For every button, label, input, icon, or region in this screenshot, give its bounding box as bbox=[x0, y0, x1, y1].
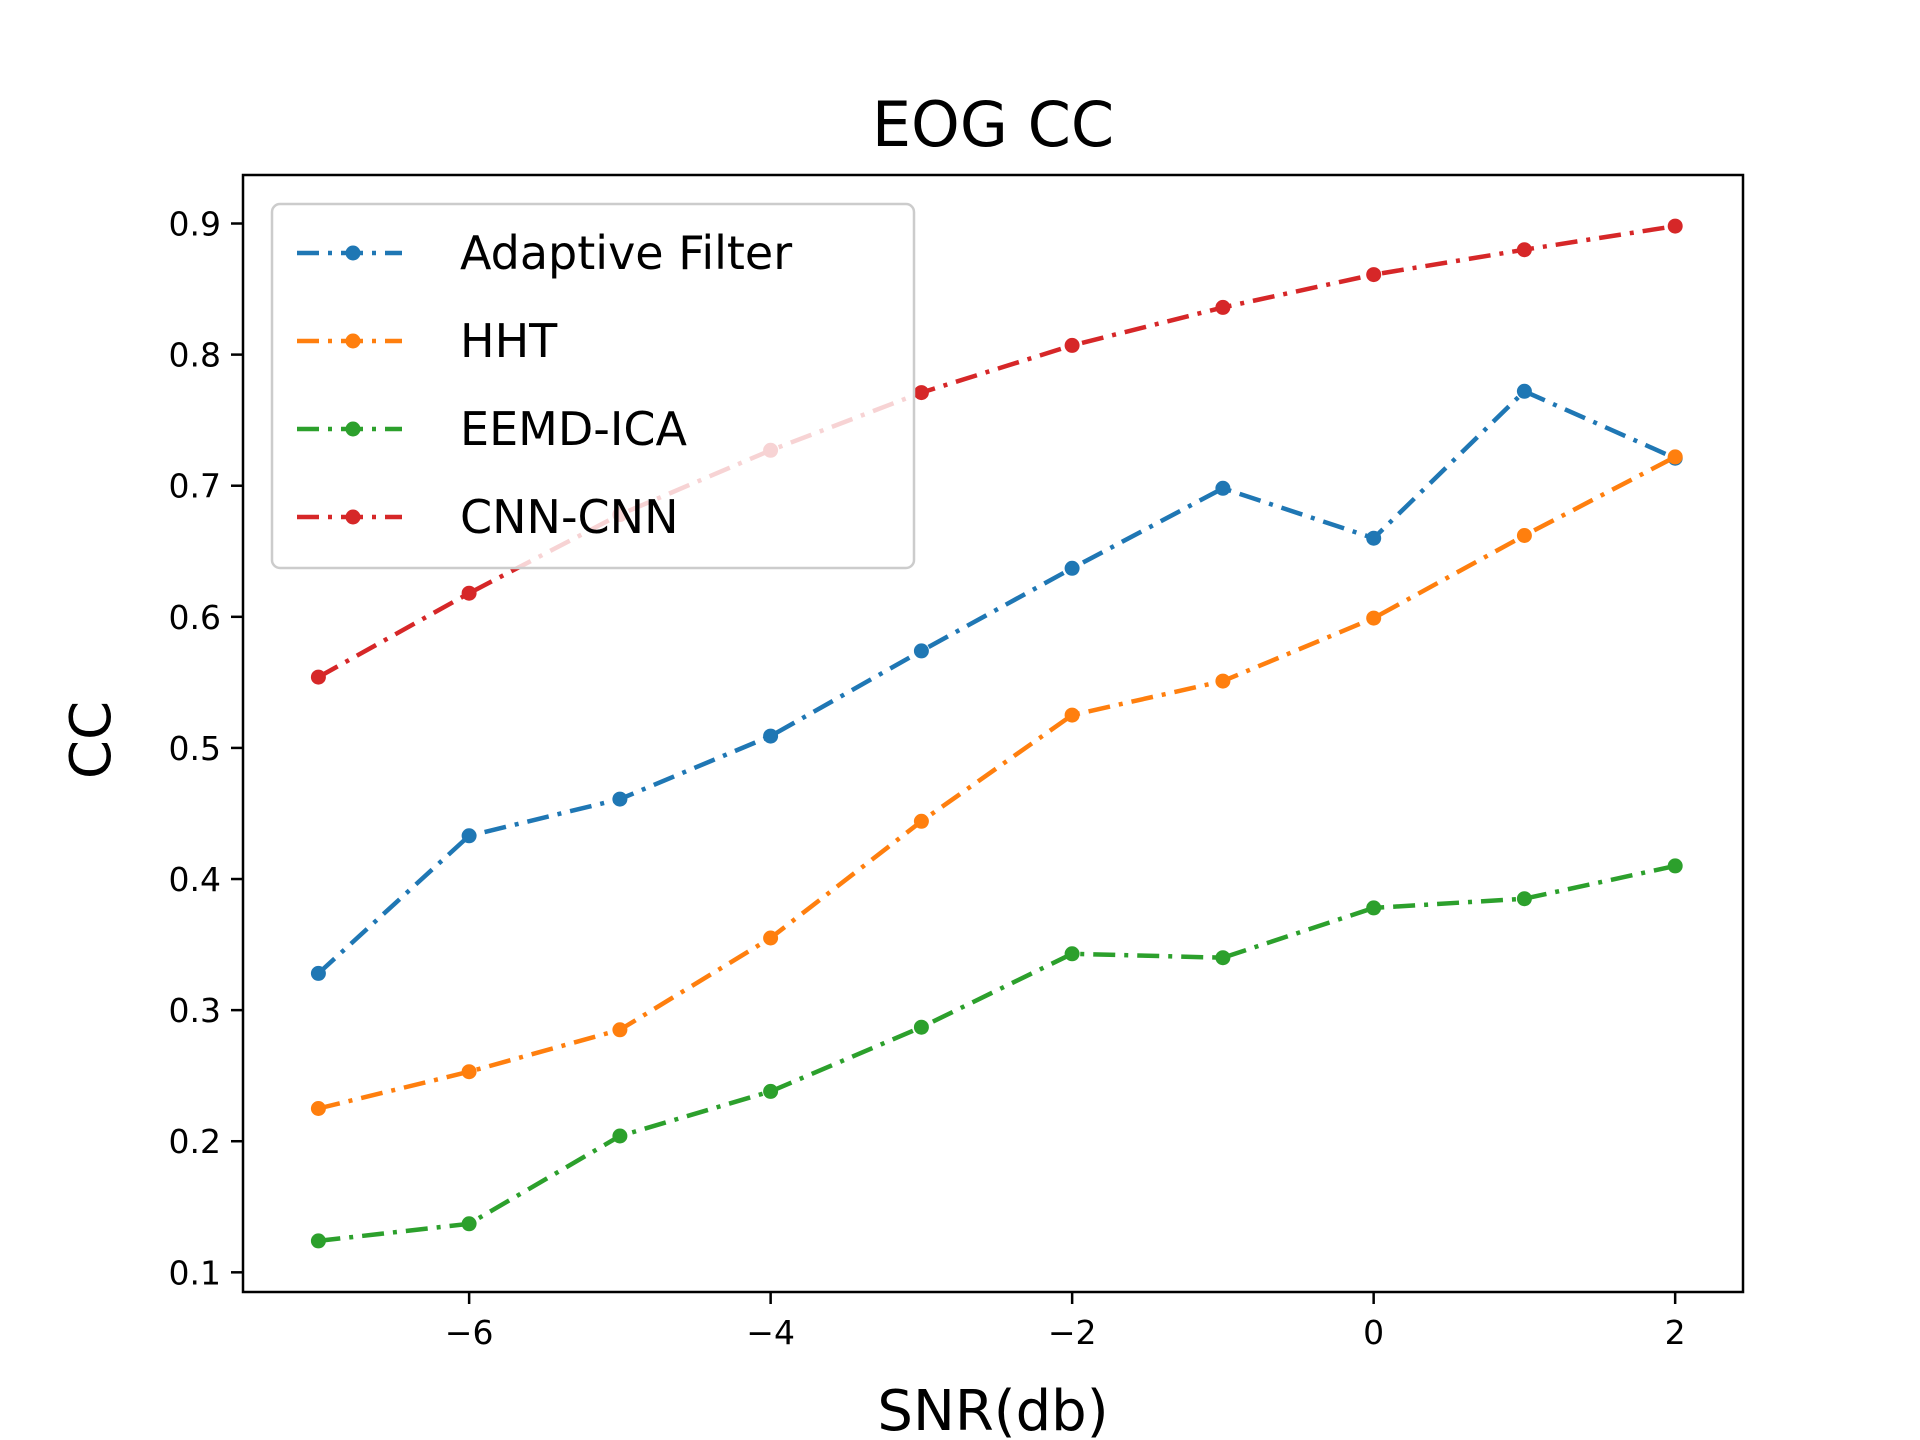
y-tick-label: 0.4 bbox=[169, 860, 221, 899]
x-axis-label: SNR(db) bbox=[877, 1379, 1108, 1440]
data-point-3-4 bbox=[913, 385, 929, 401]
legend-label-2: EEMD-ICA bbox=[460, 402, 688, 456]
x-tick-label: −6 bbox=[445, 1313, 494, 1352]
chart-title: EOG CC bbox=[872, 88, 1114, 161]
y-tick-label: 0.8 bbox=[169, 336, 221, 375]
data-point-0-7 bbox=[1366, 530, 1382, 546]
y-tick-label: 0.9 bbox=[169, 205, 221, 244]
y-tick-label: 0.2 bbox=[169, 1122, 221, 1161]
series-line-2 bbox=[318, 863, 1676, 1244]
x-tick-label: 2 bbox=[1665, 1313, 1686, 1352]
data-point-0-6 bbox=[1215, 480, 1231, 496]
series-line-0 bbox=[316, 388, 1677, 976]
data-point-1-4 bbox=[913, 813, 929, 829]
ticks-layer: −6 −4 −2 0 2 0.1 0.2 0.3 0.4 0.5 0.6 0.7 0.8 0.9 bbox=[169, 205, 1686, 1352]
x-tick-label: −2 bbox=[1048, 1313, 1097, 1352]
x-tick-label: −4 bbox=[746, 1313, 795, 1352]
data-point-0-2 bbox=[612, 791, 628, 807]
data-point-1-5 bbox=[1064, 707, 1080, 723]
data-point-0-1 bbox=[461, 828, 477, 844]
x-tick-label: 0 bbox=[1363, 1313, 1384, 1352]
data-point-3-8 bbox=[1516, 242, 1532, 258]
y-axis-label: CC bbox=[59, 701, 124, 779]
data-point-1-7 bbox=[1366, 610, 1382, 626]
legend-marker-2 bbox=[345, 421, 361, 437]
data-point-3-9 bbox=[1667, 218, 1683, 234]
y-tick-label: 0.7 bbox=[169, 467, 221, 506]
data-point-1-8 bbox=[1516, 528, 1532, 543]
data-point-1-2 bbox=[612, 1022, 628, 1038]
legend-box bbox=[270, 202, 916, 570]
data-point-0-4 bbox=[913, 643, 929, 659]
legend-marker-1 bbox=[345, 333, 361, 349]
plot-frame bbox=[241, 173, 1745, 1294]
data-point-1-0 bbox=[310, 1101, 326, 1116]
data-point-2-5 bbox=[1064, 946, 1080, 962]
data-point-1-6 bbox=[1215, 673, 1231, 689]
data-point-0-3 bbox=[763, 728, 779, 744]
legend-label-1: HHT bbox=[460, 314, 558, 368]
data-point-2-1 bbox=[461, 1216, 477, 1232]
data-point-0-8 bbox=[1516, 383, 1532, 399]
y-tick-label: 0.6 bbox=[169, 598, 221, 637]
data-point-1-9 bbox=[1667, 449, 1683, 465]
data-point-2-4 bbox=[913, 1019, 929, 1035]
data-point-2-2 bbox=[612, 1128, 628, 1144]
y-tick-label: 0.3 bbox=[169, 991, 221, 1030]
legend-marker-3 bbox=[345, 509, 361, 525]
y-tick-label: 0.1 bbox=[169, 1253, 221, 1292]
legend: Adaptive Filter HHT EEMD-ICA CNN-CNN bbox=[270, 202, 916, 570]
data-point-3-5 bbox=[1064, 337, 1080, 353]
y-tick-label: 0.5 bbox=[169, 729, 221, 768]
data-point-2-6 bbox=[1215, 950, 1231, 966]
legend-label-3: CNN-CNN bbox=[460, 490, 678, 544]
data-point-1-1 bbox=[461, 1064, 477, 1080]
legend-label-0: Adaptive Filter bbox=[460, 226, 792, 280]
series-line-1 bbox=[317, 454, 1677, 1111]
data-point-0-0 bbox=[310, 965, 326, 981]
data-point-3-7 bbox=[1366, 267, 1382, 283]
data-point-1-3 bbox=[763, 930, 779, 946]
data-point-2-8 bbox=[1516, 891, 1532, 907]
data-point-0-5 bbox=[1064, 560, 1080, 576]
data-point-2-0 bbox=[310, 1233, 326, 1249]
data-point-2-7 bbox=[1366, 900, 1382, 916]
data-point-3-1 bbox=[461, 585, 477, 601]
series-layer bbox=[310, 218, 1683, 1249]
data-point-3-0 bbox=[310, 669, 326, 685]
data-point-3-6 bbox=[1215, 299, 1231, 315]
data-point-2-3 bbox=[763, 1083, 779, 1099]
data-point-2-9 bbox=[1667, 858, 1683, 874]
legend-marker-0 bbox=[345, 245, 361, 261]
